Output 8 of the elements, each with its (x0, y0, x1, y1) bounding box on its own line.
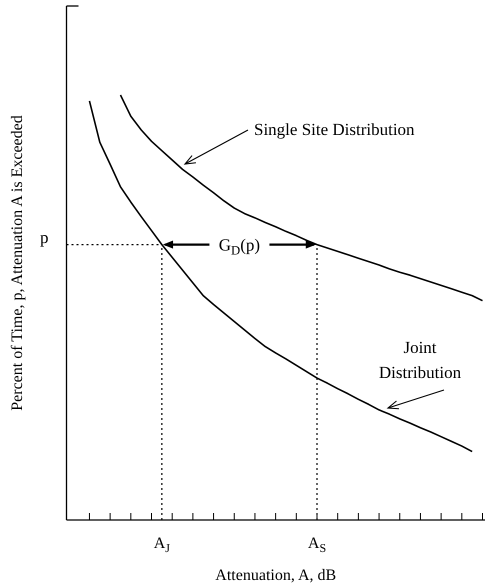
annotation: Single Site Distribution (254, 120, 416, 139)
ref-line-label: p (40, 228, 48, 247)
annotation: G$_{D}$(p) (218, 236, 260, 258)
x-axis-title: Attenuation, A, dB (215, 567, 336, 584)
y-axis-title: Percent of Time, p, Attenuation A is Exceeded (9, 115, 26, 411)
annotation: Joint Distribution (378, 338, 462, 382)
x-tick-label: A$_{J}$ (154, 535, 170, 555)
x-tick-label: A$_{S}$ (308, 535, 326, 555)
